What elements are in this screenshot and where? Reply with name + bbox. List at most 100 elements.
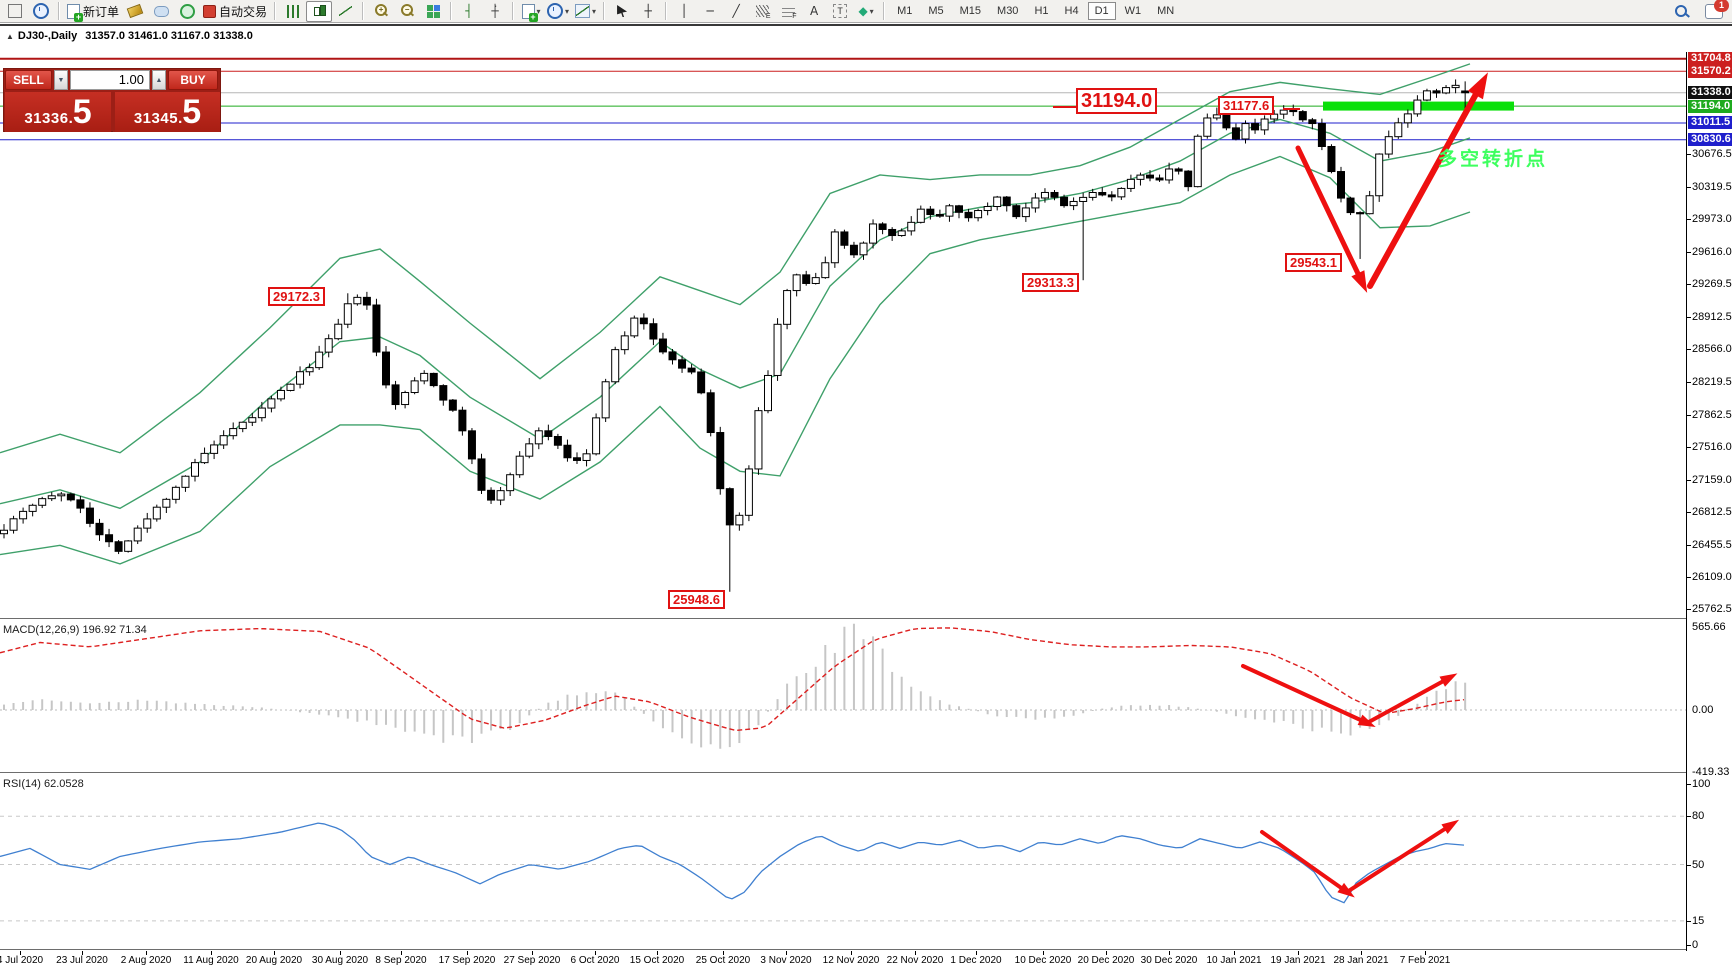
date-label[interactable]: 10 Dec 2020	[1014, 955, 1072, 966]
channel-tool-button[interactable]: E	[749, 1, 775, 22]
date-label[interactable]: 28 Jan 2021	[1333, 955, 1389, 966]
volume-decrease-stepper[interactable]: ▼	[54, 70, 68, 90]
price-level-badge: 31011.5	[1688, 116, 1732, 130]
zoom-in-button[interactable]: +	[368, 1, 394, 22]
date-label[interactable]: 20 Dec 2020	[1077, 955, 1135, 966]
candle-body	[840, 231, 849, 246]
fibonacci-icon: F	[781, 5, 797, 20]
timeframe-group: M1 M5 M15 M30 H1 H4 D1 W1 MN	[889, 2, 1182, 20]
periods-button[interactable]: ▾	[544, 1, 572, 22]
date-label[interactable]: 7 Feb 2021	[1399, 955, 1451, 966]
bar-chart-mode-button[interactable]	[280, 1, 306, 22]
date-label[interactable]: 11 Aug 2020	[183, 955, 239, 966]
date-label[interactable]: 27 Sep 2020	[503, 955, 561, 966]
upload-button[interactable]	[148, 1, 174, 22]
date-label[interactable]: 12 Nov 2020	[822, 955, 880, 966]
date-label[interactable]: 17 Sep 2020	[438, 955, 496, 966]
text-tool-button[interactable]: A	[801, 1, 827, 22]
price-annotation: 29172.3	[268, 287, 325, 306]
date-label[interactable]: 1 Dec 2020	[950, 955, 1002, 966]
candle-body	[1241, 123, 1250, 140]
arrows-tool-button[interactable]: ◆ ▾	[853, 1, 879, 22]
tile-windows-button[interactable]	[420, 1, 446, 22]
candle-body	[773, 323, 782, 376]
templates-button[interactable]: ▾	[572, 1, 599, 22]
chart-title-bar: ▲ DJ30-,Daily 31357.0 31461.0 31167.0 31…	[0, 28, 253, 44]
candle-body	[544, 430, 553, 437]
notifications-button[interactable]: 1	[1694, 0, 1729, 22]
date-label[interactable]: 23 Jul 2020	[56, 955, 108, 966]
crosshair-tool-button[interactable]: ┼	[635, 1, 661, 22]
add-indicator-button[interactable]: + ▾	[518, 1, 544, 22]
date-label[interactable]: 15 Oct 2020	[629, 955, 685, 966]
cursor-tool-button[interactable]	[609, 1, 635, 22]
rsi-pane[interactable]	[0, 774, 1687, 951]
date-label[interactable]: 3 Nov 2020	[760, 955, 812, 966]
line-chart-mode-button[interactable]	[332, 1, 358, 22]
date-label[interactable]: 6 Oct 2020	[570, 955, 620, 966]
volume-input[interactable]: 1.00	[70, 70, 150, 90]
buy-button[interactable]: BUY	[168, 70, 218, 90]
profiles-button[interactable]	[28, 1, 54, 22]
chart-shift-button[interactable]: ┤	[465, 4, 473, 18]
timeframe-button-m1[interactable]: M1	[897, 5, 913, 17]
candlestick-mode-button[interactable]	[306, 0, 333, 22]
date-label[interactable]: 25 Oct 2020	[695, 955, 751, 966]
chevron-down-icon: ▾	[536, 6, 541, 16]
candle-body	[1031, 197, 1040, 209]
volume-increase-stepper[interactable]: ▲	[152, 70, 166, 90]
text-label-tool-button[interactable]: T	[827, 1, 853, 22]
collapse-panel-icon[interactable]: ▲	[6, 31, 14, 41]
eraser-button[interactable]	[122, 1, 148, 22]
trendline-tool-button[interactable]: ╱	[723, 1, 749, 22]
autotrading-button[interactable]: 自动交易	[200, 1, 270, 22]
price-axis[interactable]: 30676.5 30319.5 29973.0 29616.0 29269.5 28912…	[1686, 52, 1732, 951]
sell-price-display[interactable]: 31336. 5	[5, 92, 111, 132]
timeframe-button-d1[interactable]: D1	[1087, 2, 1116, 20]
date-label[interactable]: 19 Jan 2021	[1270, 955, 1326, 966]
timeframe-button-h4[interactable]: H4	[1064, 5, 1079, 17]
candle-body	[238, 421, 247, 430]
signals-button[interactable]	[174, 1, 200, 22]
date-label[interactable]: 20 Aug 2020	[245, 955, 303, 966]
candle-body	[869, 223, 878, 244]
date-axis[interactable]: 4 Jul 2020 23 Jul 2020 2 Aug 2020 11 Aug 20…	[0, 951, 1687, 969]
fibonacci-tool-button[interactable]: F	[775, 1, 801, 22]
timeframe-button-m5[interactable]: M5	[928, 5, 944, 17]
sell-button[interactable]: SELL	[5, 70, 52, 90]
candle-body	[1413, 99, 1422, 115]
date-label[interactable]: 8 Sep 2020	[375, 955, 427, 966]
arrowhead	[1351, 270, 1368, 293]
candle-body	[955, 205, 963, 213]
main-toolbar: + 新订单 自动交易 + − ┤ ┼̇ + ▾ ▾ ▾ ┼ │ ─ ╱ E F A…	[0, 0, 1732, 23]
timeframe-button-h1[interactable]: H1	[1034, 5, 1049, 17]
macd-pane[interactable]	[0, 620, 1687, 774]
date-label[interactable]: 22 Nov 2020	[886, 955, 944, 966]
timeframe-button-w1[interactable]: W1	[1124, 5, 1142, 17]
vertical-line-tool-button[interactable]: │	[671, 1, 697, 22]
zoom-out-button[interactable]: −	[394, 1, 420, 22]
price-annotation: 31177.6	[1218, 96, 1275, 115]
new-order-button[interactable]: + 新订单	[64, 1, 122, 22]
date-label[interactable]: 4 Jul 2020	[0, 955, 44, 966]
horizontal-line-tool-button[interactable]: ─	[697, 1, 723, 22]
timeframe-button-m30[interactable]: M30	[997, 5, 1019, 17]
date-label[interactable]: 30 Aug 2020	[311, 955, 369, 966]
date-label[interactable]: 10 Jan 2021	[1206, 955, 1262, 966]
main-price-pane[interactable]: 29172.3 29313.3 29543.1 25948.6 31194.0 31177…	[0, 52, 1687, 620]
price-tick-label: 26109.0	[1692, 570, 1732, 583]
rsi-axis-label: 100	[1692, 778, 1711, 790]
buy-price-display[interactable]: 31345. 5	[113, 92, 220, 132]
timeframe-button-mn[interactable]: MN	[1157, 5, 1175, 17]
trend-arrow	[1260, 830, 1349, 894]
search-button[interactable]	[1668, 1, 1694, 22]
new-chart-button[interactable]	[2, 1, 28, 22]
auto-scroll-button[interactable]: ┼̇	[491, 4, 499, 18]
timeframe-button-m15[interactable]: M15	[959, 5, 982, 17]
candle-body	[362, 296, 371, 306]
rsi-label: RSI(14) 62.0528	[3, 778, 84, 790]
candle-body	[993, 196, 1002, 208]
date-label[interactable]: 30 Dec 2020	[1140, 955, 1198, 966]
date-label[interactable]: 2 Aug 2020	[120, 955, 172, 966]
axis-tick	[1687, 284, 1691, 286]
